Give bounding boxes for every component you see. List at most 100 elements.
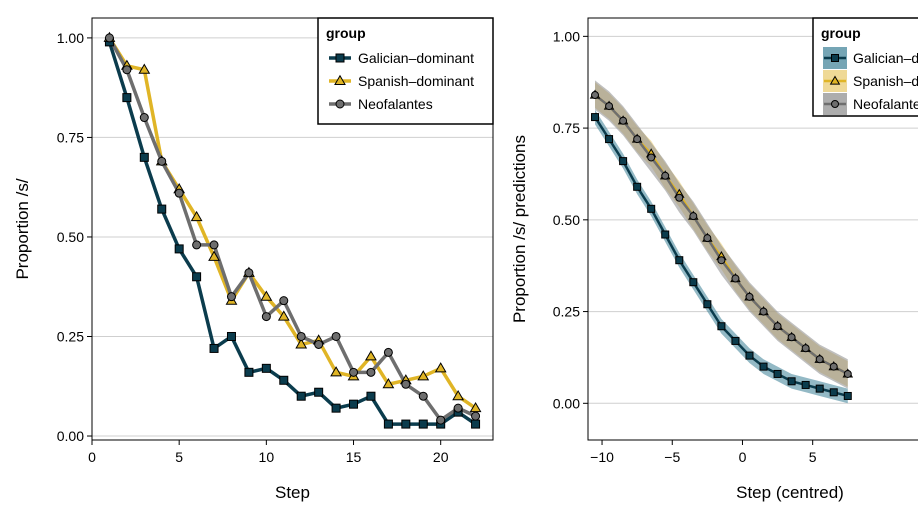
y-tick-label: 0.25: [57, 328, 84, 344]
data-point-s2-20: [434, 362, 447, 373]
data-point-s3-1: [104, 33, 114, 43]
data-point-s1-15: [787, 377, 796, 386]
data-point-s3-9: [244, 268, 254, 278]
data-point-s3-11: [279, 296, 289, 306]
data-point-s1-5: [174, 244, 184, 254]
x-tick-label: 10: [259, 449, 275, 465]
legend-key-marker-3: [335, 99, 345, 109]
y-tick-label: 1.00: [57, 30, 84, 46]
legend-key-marker-1: [831, 54, 839, 62]
data-point-s1-2: [122, 93, 132, 103]
legend-key-marker-1: [335, 53, 345, 63]
data-point-s2-6: [190, 210, 203, 222]
x-tick-label: 20: [433, 449, 449, 465]
data-point-s3-13: [759, 307, 768, 316]
data-point-s3-3: [139, 113, 149, 123]
legend-title: group: [821, 25, 861, 41]
data-point-s3-19: [843, 369, 852, 378]
data-point-s2-11: [277, 310, 290, 321]
data-point-s1-6: [192, 272, 202, 282]
data-point-s1-16: [801, 380, 810, 389]
legend: group Galician–dominant Spanish–dominant Ne…: [812, 17, 918, 117]
data-point-s1-6: [661, 230, 670, 239]
data-point-s1-19: [418, 419, 428, 429]
legend-key-marker-2: [334, 74, 346, 86]
legend-box: [317, 17, 494, 125]
x-tick-label: −10: [590, 449, 614, 465]
panel-2: 0.00 0.25 0.50 0.75 1.00 −10 −5 0 5 Step (centred…: [510, 17, 918, 502]
data-point-s3-17: [383, 347, 393, 357]
data-point-s1-12: [745, 351, 754, 360]
legend-label-1: Galician–dominant: [358, 50, 474, 66]
data-point-s1-10: [261, 363, 271, 373]
data-point-s1-8: [689, 278, 698, 287]
data-point-s1-4: [157, 204, 167, 214]
data-point-s1-22: [471, 419, 481, 429]
legend-label-2: Spanish–dominant: [853, 73, 918, 89]
data-point-s1-2: [605, 135, 614, 144]
x-axis-title: Step: [275, 483, 310, 502]
data-point-s3-4: [633, 135, 642, 144]
data-point-s3-19: [418, 391, 428, 401]
x-tick-label: 15: [346, 449, 362, 465]
data-point-s1-8: [226, 331, 236, 341]
data-point-s1-12: [296, 391, 306, 401]
data-point-s2-10: [260, 290, 273, 301]
data-point-s1-11: [731, 336, 740, 345]
legend-key-marker-3: [831, 100, 839, 108]
data-point-s1-10: [717, 322, 726, 331]
data-point-s3-5: [647, 153, 656, 162]
y-tick-label: 0.00: [57, 428, 84, 444]
legend: group Galician–dominant Spanish–dominant Ne…: [317, 17, 494, 125]
y-tick-label: 0.75: [57, 129, 84, 145]
data-point-s3-20: [436, 415, 446, 425]
data-point-s1-13: [759, 362, 768, 371]
data-point-s3-13: [314, 339, 324, 349]
plot-area: [92, 31, 493, 437]
data-point-s3-10: [261, 312, 271, 322]
data-point-s3-14: [331, 331, 341, 341]
data-point-s3-2: [122, 65, 132, 75]
data-point-s3-12: [745, 292, 754, 301]
data-point-s3-7: [209, 240, 219, 250]
data-point-s3-1: [591, 91, 600, 100]
data-point-s3-2: [605, 102, 614, 111]
y-axis-title: Proportion /s/: [13, 178, 32, 279]
data-point-s3-6: [661, 171, 670, 180]
data-point-s1-14: [773, 369, 782, 378]
x-tick-label: 5: [175, 449, 183, 465]
data-point-s1-4: [633, 182, 642, 191]
data-point-s3-9: [703, 234, 712, 243]
data-point-s1-18: [829, 388, 838, 397]
legend-key-marker-2: [829, 75, 841, 85]
y-tick-label: 0.75: [553, 120, 580, 136]
data-point-s1-13: [314, 387, 324, 397]
data-point-s1-3: [139, 152, 149, 162]
data-point-s3-10: [717, 256, 726, 265]
x-tick-label: 0: [739, 449, 747, 465]
data-point-s3-4: [157, 156, 167, 166]
data-point-s2-16: [365, 350, 377, 361]
data-point-s3-15: [349, 367, 359, 377]
data-point-s1-14: [331, 403, 341, 413]
y-tick-label: 1.00: [553, 28, 580, 44]
data-point-s2-12: [295, 338, 308, 349]
data-point-s1-3: [619, 157, 628, 166]
data-point-s3-15: [787, 333, 796, 342]
data-point-s3-5: [174, 188, 184, 198]
data-point-s3-16: [366, 367, 376, 377]
legend-label-3: Neofalantes: [853, 96, 918, 112]
data-point-s1-18: [401, 419, 411, 429]
data-point-s3-18: [829, 362, 838, 371]
data-point-s2-19: [417, 370, 430, 381]
series-line-3: [107, 37, 477, 422]
data-point-s3-16: [801, 344, 810, 353]
data-point-s2-21: [452, 389, 465, 401]
data-point-s2-17: [382, 378, 395, 389]
data-point-s3-11: [731, 274, 740, 283]
data-point-s3-8: [689, 212, 698, 221]
data-point-s1-9: [244, 367, 254, 377]
confidence-band-3: [595, 80, 848, 389]
data-point-s1-5: [647, 204, 656, 213]
